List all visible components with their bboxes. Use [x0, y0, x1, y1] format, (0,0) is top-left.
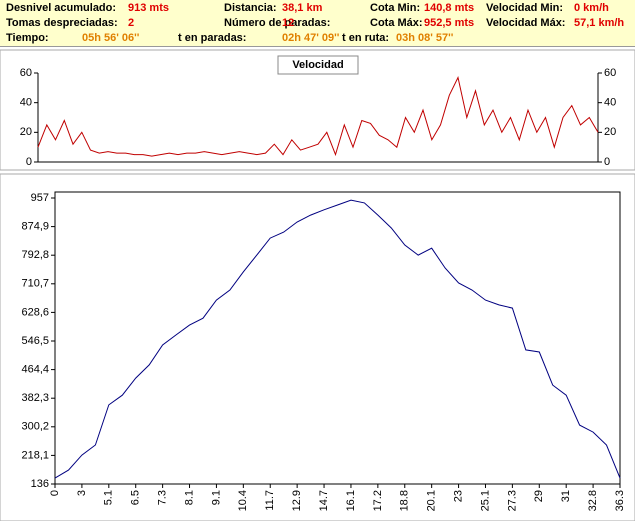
x-tick-label: 36.3 [614, 490, 626, 511]
y-tick-label: 60 [604, 67, 616, 79]
x-tick-label: 18.8 [399, 490, 411, 511]
y-tick-label: 464,4 [21, 364, 49, 376]
x-tick-label: 14.7 [318, 490, 330, 511]
x-tick-label: 12.9 [291, 490, 303, 511]
x-tick-label: 9.1 [210, 490, 222, 505]
x-tick-label: 3 [76, 490, 88, 496]
x-tick-label: 16.1 [345, 490, 357, 511]
stat-label: t en paradas: [178, 32, 247, 44]
y-tick-label: 0 [604, 156, 610, 168]
title-box [277, 55, 359, 75]
stat-label: Distancia: [224, 2, 277, 14]
stat-label: Velocidad Máx: [486, 17, 566, 29]
stat-label: Velocidad Min: [486, 2, 564, 14]
y-tick-label: 546,5 [21, 335, 49, 347]
stats-header: Desnivel acumulado: 913 mts Distancia: 38,1… [0, 0, 635, 47]
y-tick-label: 300,2 [21, 421, 49, 433]
chart-title: Velocidad [292, 59, 343, 71]
stat-label: Tiempo: [6, 32, 49, 44]
stat-value: 38,1 km [282, 2, 323, 14]
stat-label: Desnivel acumulado: [6, 2, 117, 14]
x-tick-label: 8.1 [183, 490, 195, 505]
y-tick-label: 628,6 [21, 306, 49, 318]
x-tick-label: 31 [560, 490, 572, 502]
stat-label: Cota Min: [370, 2, 421, 14]
x-tick-label: 29 [533, 490, 545, 502]
data-line [54, 199, 621, 479]
stat-label: Cota Máx: [370, 17, 423, 29]
y-tick-label: 40 [20, 97, 32, 109]
x-tick-label: 11.7 [264, 490, 276, 511]
y-tick-label: 60 [20, 67, 32, 79]
y-tick-label: 382,3 [21, 392, 49, 404]
x-tick-label: 10.4 [237, 490, 249, 511]
stat-value: 05h 56' 06'' [82, 32, 140, 44]
y-tick-label: 218,1 [21, 449, 49, 461]
stat-value: 02h 47' 09'' [282, 32, 340, 44]
plot-frame [54, 191, 621, 485]
x-tick-label: 17.2 [372, 490, 384, 511]
y-tick-label: 957 [31, 192, 49, 204]
y-tick-label: 710,7 [21, 278, 49, 290]
stat-label: t en ruta: [342, 32, 390, 44]
x-tick-label: 0 [49, 490, 61, 496]
x-tick-label: 6.5 [130, 490, 142, 505]
x-tick-label: 7.3 [157, 490, 169, 505]
stat-value: 952,5 mts [424, 17, 475, 29]
x-tick-label: 32.8 [587, 490, 599, 511]
stat-value: 57,1 km/h [574, 17, 625, 29]
y-tick-label: 20 [604, 126, 616, 138]
x-tick-label: 5.1 [103, 490, 115, 505]
y-tick-label: 792,8 [21, 249, 49, 261]
elevation-panel [0, 173, 635, 521]
x-tick-label: 27.3 [506, 490, 518, 511]
x-tick-label: 20.1 [426, 490, 438, 511]
data-line [37, 75, 599, 157]
y-tick-label: 874,9 [21, 221, 49, 233]
y-tick-label: 0 [26, 156, 32, 168]
y-tick-label: 40 [604, 97, 616, 109]
stat-label: Tomas despreciadas: [6, 17, 118, 29]
stat-value: 140,8 mts [424, 2, 475, 14]
charts: 0 0 20 20 40 40 60 60 Velocidad 136 218,1 300,2 382,… [0, 49, 635, 521]
stat-value: 0 km/h [574, 2, 609, 14]
y-tick-label: 136 [31, 478, 49, 490]
stat-value: 12 [282, 17, 295, 29]
stat-value: 2 [128, 17, 135, 29]
x-tick-label: 25.1 [479, 490, 491, 511]
x-tick-label: 23 [452, 490, 464, 502]
y-tick-label: 20 [20, 126, 32, 138]
stat-value: 913 mts [128, 2, 169, 14]
stat-label: Número de paradas: [224, 17, 331, 29]
stat-value: 03h 08' 57'' [396, 32, 454, 44]
